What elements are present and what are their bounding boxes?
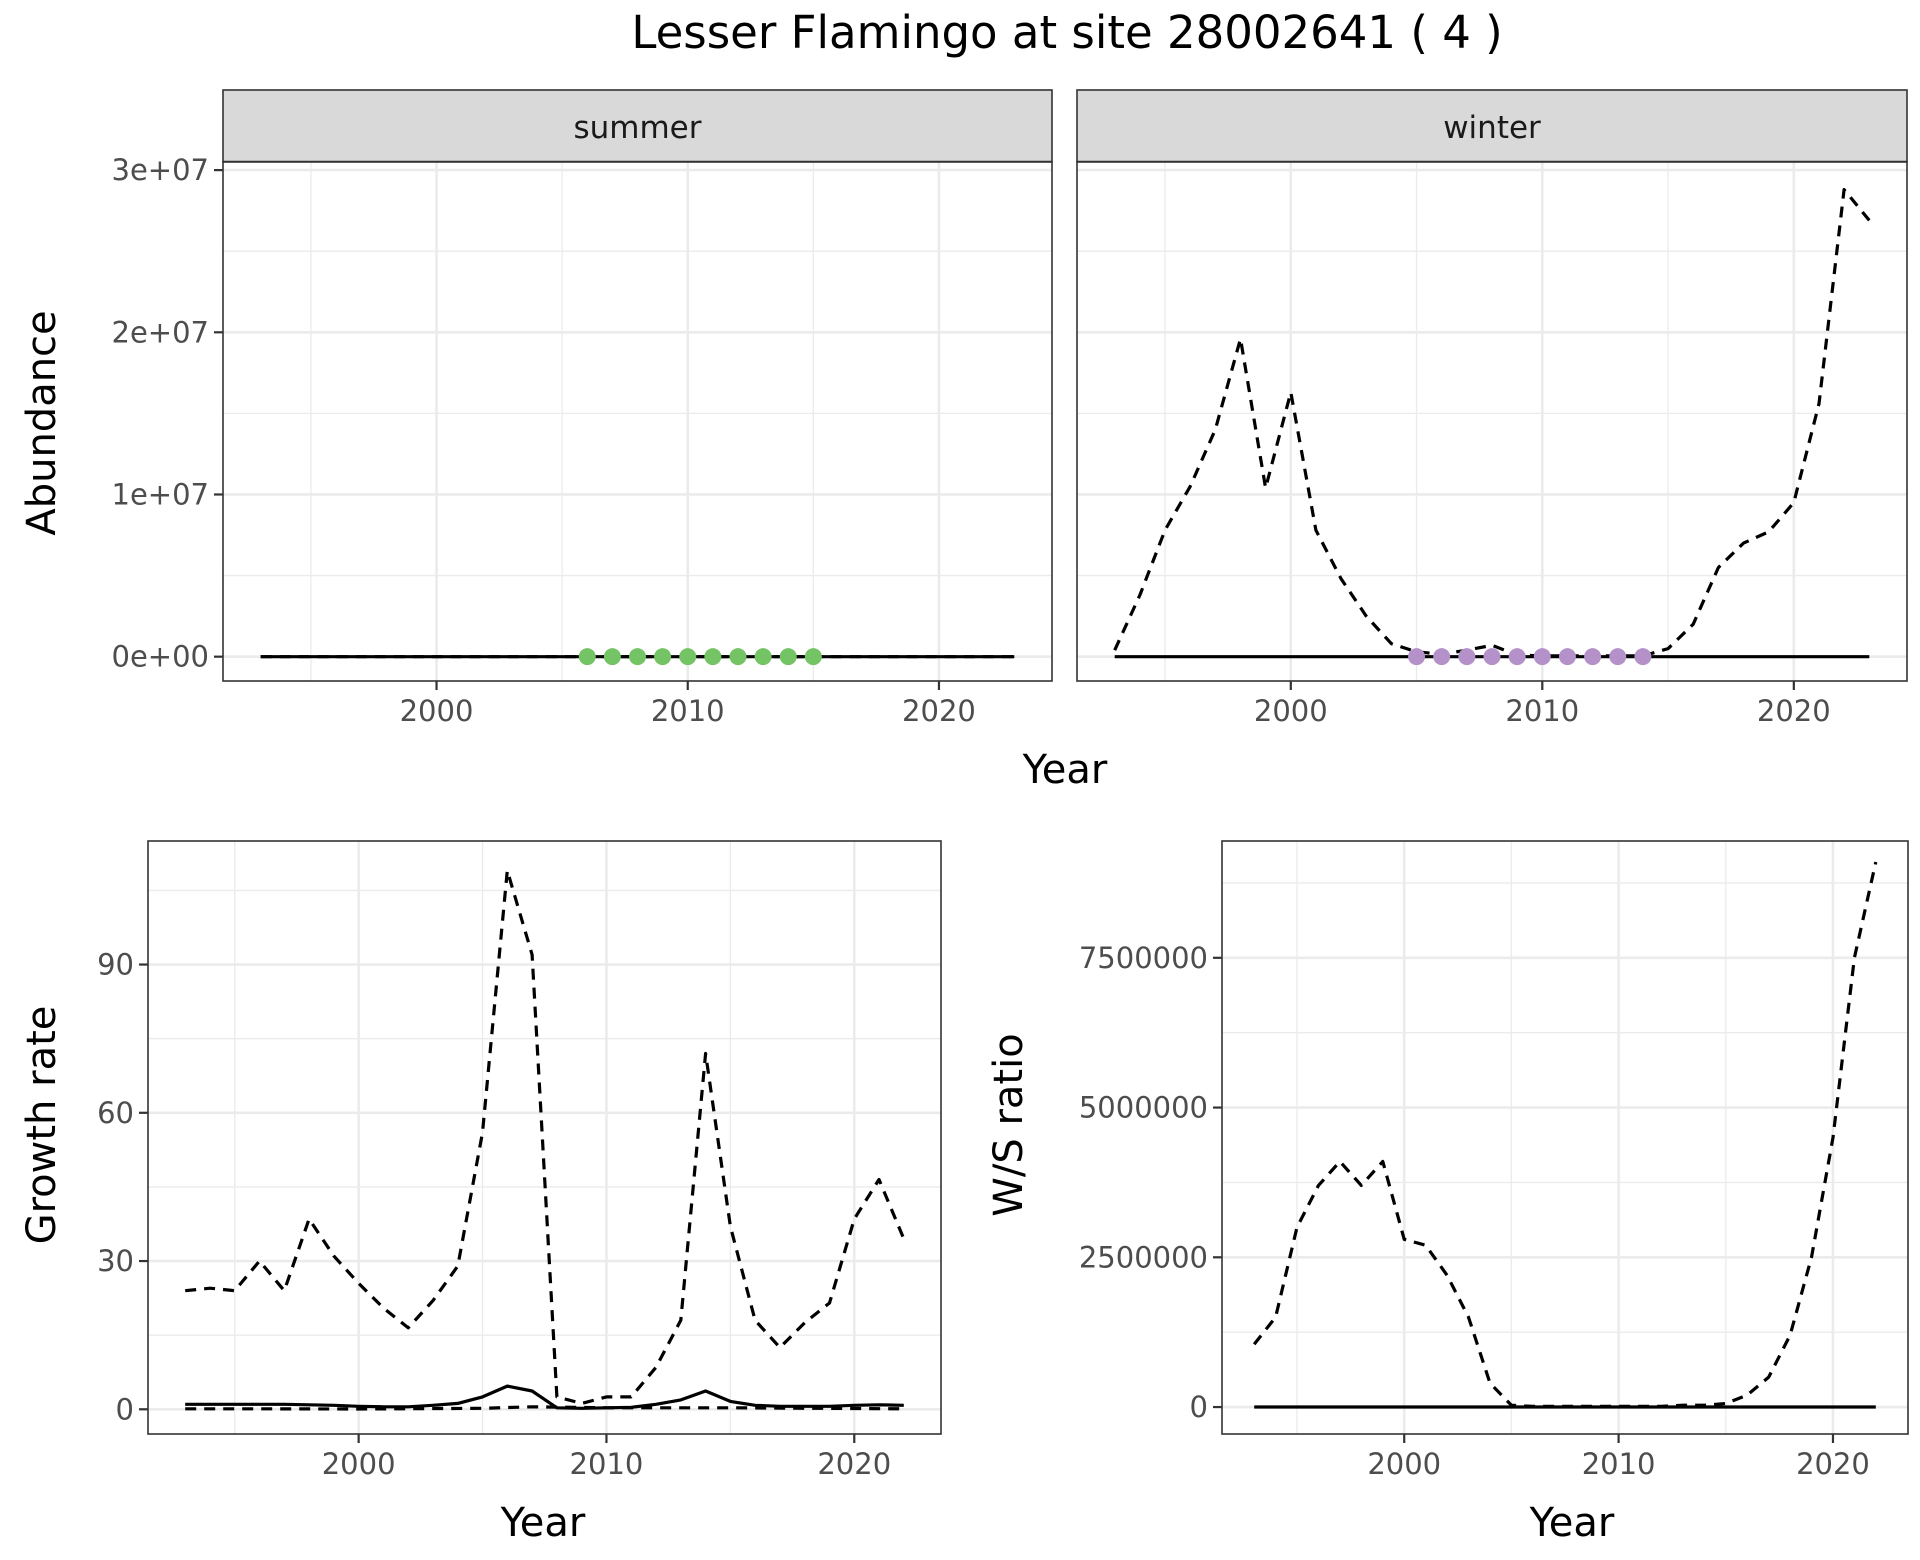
winter-x-tick-label: 2020 <box>1757 694 1831 728</box>
growth-rate-x-axis-title: Year <box>500 1500 586 1546</box>
ws-ratio-y-axis-title: W/S ratio <box>986 1033 1032 1216</box>
growth-y-tick-label: 0 <box>116 1392 134 1426</box>
winter-point <box>1433 648 1451 666</box>
abundance-x-axis-title: Year <box>1022 747 1108 793</box>
strip-winter-background <box>1077 90 1907 162</box>
growth-x-tick-label: 2020 <box>817 1447 891 1481</box>
summer-point <box>804 648 822 666</box>
ratio-y-tick-label: 7500000 <box>1079 941 1208 975</box>
winter-point <box>1584 648 1602 666</box>
winter-point <box>1533 648 1551 666</box>
abundance-chart: summer 2000 2010 20200e+001e+072e+073e+07 … <box>19 89 1908 793</box>
summer-background <box>223 162 1052 681</box>
growth-rate-y-axis-title: Growth rate <box>19 1006 65 1245</box>
facet-summer: summer 2000 2010 2020 0e+00 1e+07 2e+07 3e+07 <box>112 89 1053 728</box>
ws-ratio-panel: 2000 2010 2020 0 2500000 5000000 7500000 <box>1079 840 1909 1481</box>
winter-background <box>1077 162 1907 681</box>
growth-rate-chart: 2000 2010 2020 0 30 60 90 Year Growth rate <box>19 840 942 1546</box>
ratio-x-tick-label: 2000 <box>1367 1447 1441 1481</box>
summer-x-tick-label: 2000 <box>400 694 474 728</box>
summer-point <box>779 648 797 666</box>
growth-rate-panel: 2000 2010 2020 0 30 60 90 <box>97 840 942 1481</box>
growth-border <box>147 840 942 1435</box>
summer-point <box>654 648 672 666</box>
winter-x-tick-label: 2000 <box>1254 694 1328 728</box>
summer-y-tick-label: 1e+07 <box>112 477 210 511</box>
growth-y-tick-label: 90 <box>97 948 134 982</box>
winter-point <box>1483 648 1501 666</box>
ratio-border <box>1221 840 1909 1435</box>
summer-y-tick-label: 2e+07 <box>112 315 210 349</box>
winter-point <box>1609 648 1627 666</box>
summer-point <box>578 648 596 666</box>
summer-point <box>629 648 646 666</box>
strip-winter-label: winter <box>1443 110 1541 146</box>
summer-point <box>679 648 697 666</box>
winter-point <box>1408 648 1426 666</box>
winter-x-tick-label: 2010 <box>1505 694 1579 728</box>
summer-y-tick-label: 0e+00 <box>112 640 210 674</box>
summer-point <box>603 648 621 666</box>
growth-y-tick-label: 60 <box>97 1096 134 1130</box>
growth-line-median <box>185 1384 904 1410</box>
growth-x-tick-label: 2000 <box>322 1447 396 1481</box>
winter-border <box>1076 161 1908 682</box>
strip-summer-background <box>223 90 1052 162</box>
growth-x-tick-label: 2010 <box>570 1447 644 1481</box>
winter-point <box>1634 648 1652 666</box>
ratio-x-tick-label: 2010 <box>1582 1447 1656 1481</box>
summer-x-tick-label: 2010 <box>651 694 725 728</box>
strip-summer-label: summer <box>573 110 701 146</box>
growth-background <box>148 841 941 1434</box>
winter-line-upper <box>1113 188 1871 658</box>
ratio-y-tick-label: 0 <box>1190 1390 1208 1424</box>
summer-point <box>729 648 747 666</box>
growth-line-upper <box>185 868 906 1406</box>
summer-border <box>222 161 1053 682</box>
summer-x-tick-label: 2020 <box>902 694 976 728</box>
facet-winter: winter 2000 2010 2020 <box>1076 89 1908 728</box>
winter-point <box>1508 648 1526 666</box>
summer-panel: 2000 2010 2020 0e+00 1e+07 2e+07 3e+07 <box>112 153 1053 728</box>
growth-y-tick-label: 30 <box>97 1244 134 1278</box>
ratio-y-tick-label: 5000000 <box>1079 1091 1208 1125</box>
summer-point <box>754 648 772 666</box>
summer-y-tick-label: 3e+07 <box>112 153 210 187</box>
ratio-background <box>1222 841 1908 1434</box>
ratio-y-tick-label: 2500000 <box>1079 1240 1208 1274</box>
ws-ratio-x-axis-title: Year <box>1529 1500 1615 1546</box>
abundance-y-axis-title: Abundance <box>19 310 65 535</box>
winter-panel: 2000 2010 2020 <box>1076 161 1908 728</box>
chart-title: Lesser Flamingo at site 28002641 ( 4 ) <box>631 6 1502 59</box>
winter-point <box>1558 648 1576 666</box>
winter-point <box>1458 648 1476 666</box>
ratio-x-tick-label: 2020 <box>1796 1447 1870 1481</box>
summer-point <box>704 648 722 666</box>
